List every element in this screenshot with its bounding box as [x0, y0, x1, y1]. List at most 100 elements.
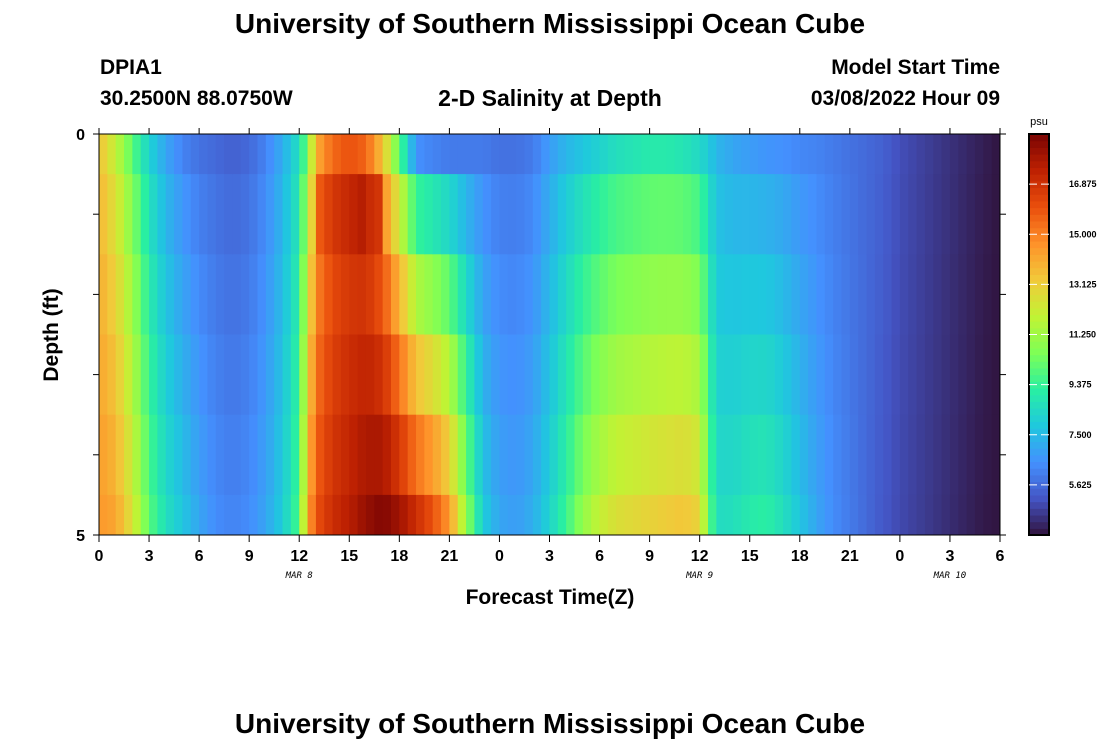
colorbar-segment [1029, 187, 1049, 195]
heatmap-cell [165, 414, 175, 496]
heatmap-cell [165, 134, 175, 175]
heatmap-cell [174, 174, 183, 255]
heatmap-cell [808, 134, 817, 175]
heatmap-cell [866, 334, 876, 416]
heatmap-cell [249, 134, 259, 175]
heatmap-cell [874, 174, 884, 255]
heatmap-cell [849, 134, 859, 175]
heatmap-cell [657, 134, 667, 175]
heatmap-cell [632, 254, 642, 335]
heatmap-cell [441, 414, 450, 496]
heatmap-cell [457, 414, 467, 496]
heatmap-cell [132, 494, 142, 536]
heatmap-cell [182, 254, 192, 335]
heatmap-cell [582, 414, 592, 496]
heatmap-cell [157, 254, 167, 335]
heatmap-cell [390, 334, 400, 416]
heatmap-cell [841, 334, 851, 416]
colorbar-segment [1029, 474, 1049, 483]
heatmap-cell [899, 174, 909, 255]
heatmap-cell [357, 494, 367, 536]
heatmap-cell [315, 174, 325, 255]
heatmap-cell [641, 254, 651, 335]
heatmap-cell [307, 134, 317, 175]
heatmap-cell [708, 254, 717, 335]
heatmap-cell [991, 494, 1001, 536]
heatmap-cell [682, 134, 692, 175]
heatmap-cell [340, 254, 350, 335]
heatmap-cell [708, 494, 717, 536]
colorbar-segment [1029, 254, 1049, 262]
heatmap-cell [874, 414, 884, 496]
heatmap-cell [791, 254, 801, 335]
heatmap-cell [916, 174, 926, 255]
heatmap-cell [449, 174, 459, 255]
heatmap-cell [357, 174, 367, 255]
heatmap-cell [107, 254, 117, 335]
heatmap-cell [824, 494, 834, 536]
heatmap-cell [232, 494, 242, 536]
heatmap-cell [858, 134, 868, 175]
heatmap-cell [532, 174, 542, 255]
heatmap-cell [974, 414, 984, 496]
heatmap-cell [182, 174, 192, 255]
heatmap-cell [616, 174, 626, 255]
heatmap-cell [99, 334, 108, 416]
heatmap-cell [449, 134, 459, 175]
heatmap-cell [516, 254, 525, 335]
heatmap-cell [541, 174, 550, 255]
heatmap-cell [457, 174, 467, 255]
heatmap-cell [491, 334, 500, 416]
heatmap-cell [524, 494, 534, 536]
colorbar-segment [1029, 214, 1049, 222]
heatmap-cell [115, 494, 125, 536]
heatmap-cell [115, 334, 125, 416]
heatmap-cell [607, 254, 617, 335]
colorbar-segment [1029, 220, 1049, 229]
heatmap-cell [491, 174, 500, 255]
heatmap-cell [240, 134, 250, 175]
heatmap-cell [566, 334, 576, 416]
heatmap-cell [591, 494, 601, 536]
heatmap-cell [691, 494, 701, 536]
heatmap-cell [482, 494, 492, 536]
heatmap-cell [190, 134, 200, 175]
colorbar-segment [1029, 501, 1049, 509]
heatmap-cell [833, 494, 842, 536]
heatmap-cell [891, 414, 901, 496]
heatmap-cell [891, 334, 901, 416]
heatmap-cell [908, 254, 918, 335]
model-start-label: Model Start Time [831, 56, 1000, 79]
heatmap-cell [416, 174, 425, 255]
heatmap-cell [666, 334, 676, 416]
heatmap-cell [866, 134, 876, 175]
colorbar-segment [1029, 260, 1049, 269]
heatmap-cell [733, 254, 742, 335]
colorbar-segment [1029, 240, 1049, 249]
heatmap-cell [299, 414, 309, 496]
colorbar-segment [1029, 354, 1049, 362]
heatmap-cell [733, 414, 742, 496]
heatmap-cell [390, 494, 400, 536]
heatmap-cell [149, 254, 158, 335]
heatmap-cell [616, 494, 626, 536]
heatmap-cell [649, 414, 659, 496]
heatmap-cell [607, 174, 617, 255]
heatmap-cell [657, 254, 667, 335]
heatmap-cell [491, 494, 500, 536]
heatmap-cell [399, 254, 409, 335]
heatmap-cell [958, 254, 968, 335]
heatmap-cell [265, 494, 275, 536]
heatmap-cell [232, 414, 242, 496]
heatmap-cell [240, 334, 250, 416]
heatmap-cell [991, 254, 1001, 335]
heatmap-cell [399, 494, 409, 536]
y-axis-label: Depth (ft) [40, 288, 63, 381]
heatmap-cell [799, 414, 809, 496]
heatmap-cell [574, 414, 584, 496]
heatmap-cell [616, 334, 626, 416]
heatmap-cell [315, 254, 325, 335]
heatmap-cell [674, 254, 684, 335]
heatmap-cell [708, 414, 717, 496]
heatmap-cell [958, 134, 968, 175]
